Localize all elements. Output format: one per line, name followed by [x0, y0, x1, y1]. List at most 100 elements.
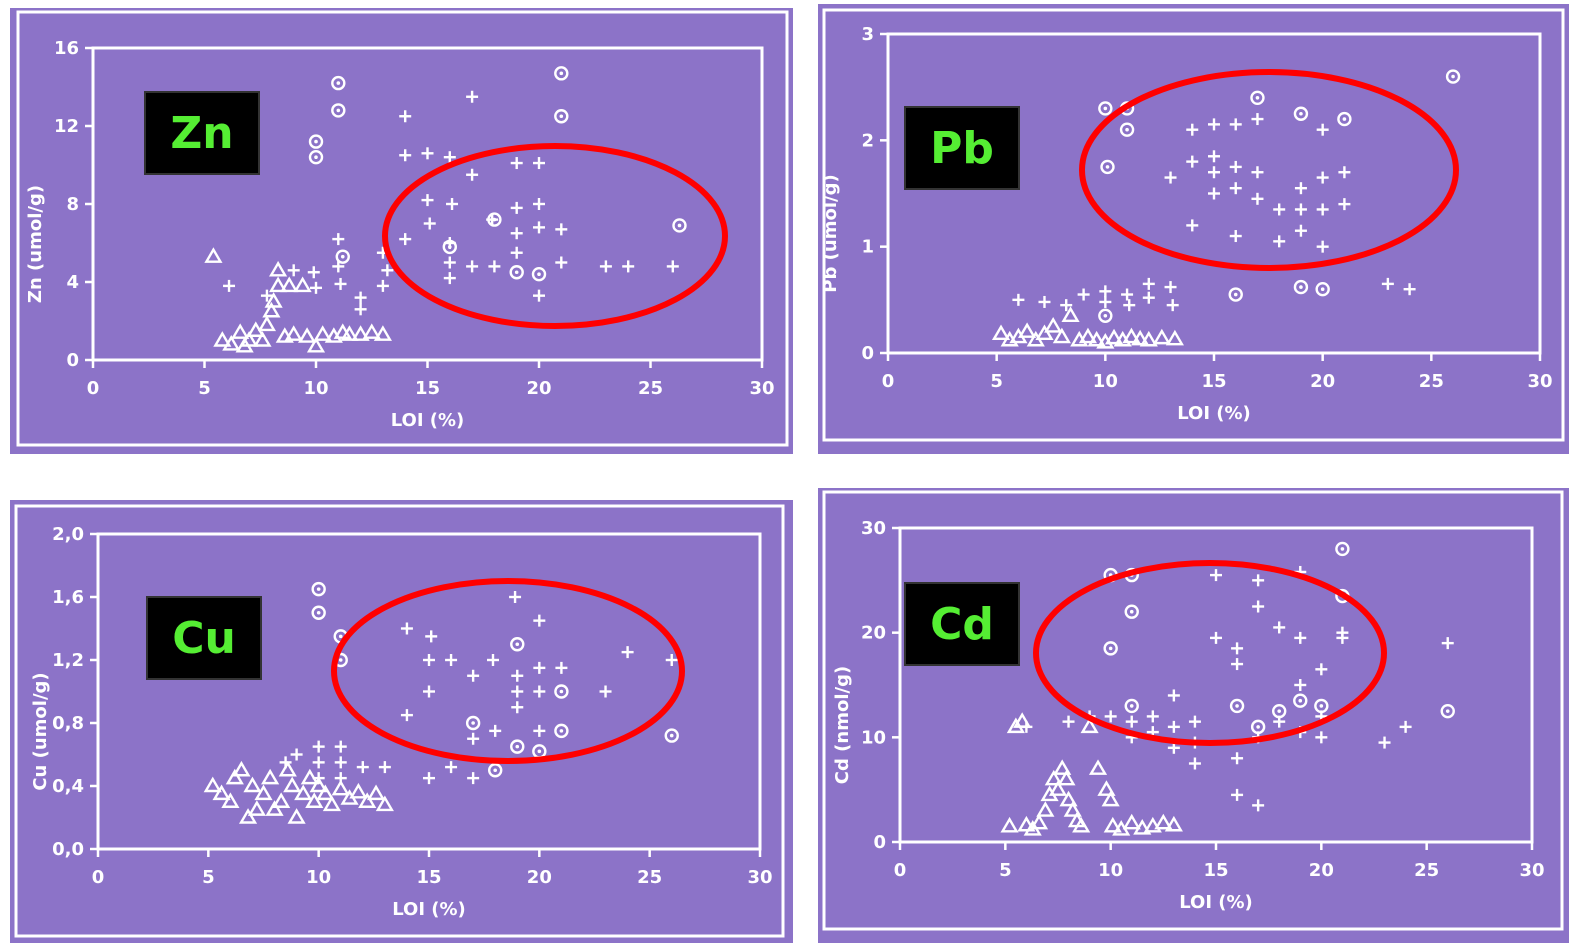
- zn-plus-point: [533, 289, 545, 302]
- cd-x-tick-label: 5: [999, 860, 1012, 881]
- cu-plus-point: [279, 756, 292, 769]
- zn-plus-point: [307, 266, 320, 279]
- pb-plus-point: [1077, 288, 1090, 301]
- pb-plus-point: [1294, 203, 1307, 216]
- zn-x-tick-label: 25: [638, 378, 663, 399]
- cu-circle-point: [465, 715, 481, 731]
- zn-triangle-point: [306, 336, 326, 353]
- zn-plus-point: [466, 90, 479, 103]
- cd-panel: 0 5 10 15 20 25 30 0 10 20 30 LOI (%) Cd (nmol/g) Cd: [818, 488, 1569, 943]
- cd-triangle-point: [1164, 815, 1183, 832]
- zn-circle-point: [672, 218, 687, 233]
- cu-plus-point: [511, 685, 524, 698]
- pb-x-tick-label: 10: [1093, 371, 1118, 392]
- zn-circle-point: [331, 75, 346, 91]
- cu-triangle-point: [232, 760, 251, 777]
- pb-plus-point: [1251, 192, 1264, 205]
- zn-plus-point: [555, 223, 568, 236]
- cd-y-axis-title: Cd (nmol/g): [832, 666, 853, 784]
- cu-outer-frame: [14, 504, 785, 938]
- zn-plus-point: [423, 217, 436, 230]
- cu-label-badge: Cu: [146, 596, 262, 680]
- cu-triangle-point: [294, 784, 313, 801]
- pb-plus-point: [1229, 182, 1242, 195]
- cd-plus-point: [1210, 569, 1222, 582]
- zn-scatter-chart: 0 5 10 15 20 25 30 0 4 8 12 16 LOI (%) Zn (umol/g): [16, 10, 789, 447]
- zn-circle-point: [531, 267, 547, 282]
- cu-triangle-point: [283, 776, 302, 793]
- cd-plus-point: [1231, 642, 1244, 655]
- pb-y-tick-label: 3: [861, 24, 874, 45]
- zn-plus-point: [399, 233, 412, 246]
- pb-triangle-point: [1104, 328, 1124, 345]
- cd-triangle-point: [1080, 717, 1099, 734]
- pb-x-tick-label: 15: [1201, 371, 1226, 392]
- cd-label-badge: Cd: [904, 582, 1020, 666]
- cd-circle-point: [1314, 698, 1329, 714]
- pb-x-axis-title: LOI (%): [1177, 403, 1251, 424]
- pb-x-tick-label: 25: [1419, 371, 1444, 392]
- cd-triangle-point: [1103, 816, 1122, 833]
- cd-plus-point: [1231, 788, 1244, 801]
- cu-triangle-point: [225, 768, 244, 785]
- zn-plus-point: [510, 227, 523, 240]
- zn-triangle-point: [269, 276, 288, 293]
- cd-circle-point: [1335, 541, 1350, 557]
- pb-plus-point: [1121, 288, 1134, 301]
- pb-plus-point: [1316, 123, 1329, 136]
- cd-y-tick-label: 0: [873, 832, 886, 853]
- zn-plus-point: [399, 149, 412, 162]
- cu-x-tick-label: 20: [527, 867, 552, 888]
- cd-y-tick-label: 10: [861, 727, 886, 748]
- pb-x-tick-label: 0: [882, 371, 895, 392]
- zn-triangle-point: [262, 301, 281, 318]
- pb-outer-frame: [822, 8, 1565, 442]
- cu-x-tick-label: 25: [637, 867, 662, 888]
- pb-plus-point: [1229, 118, 1242, 131]
- cu-plus-point: [533, 724, 546, 737]
- pb-y-axis-title: Pb (umol/g): [820, 174, 841, 292]
- pb-triangle-point: [1018, 322, 1037, 338]
- pb-y-tick-label: 2: [861, 130, 874, 151]
- cu-x-tick-label: 5: [202, 867, 215, 888]
- cu-plus-point: [533, 614, 546, 627]
- cu-circle-point: [554, 684, 569, 699]
- zn-x-tick-label: 5: [198, 378, 211, 399]
- cd-circle-point: [1103, 641, 1118, 656]
- pb-plus-point: [1166, 299, 1179, 312]
- pb-circle-point: [1098, 101, 1113, 116]
- zn-triangle-point: [222, 335, 241, 351]
- cd-plus-point: [1188, 757, 1201, 770]
- pb-triangle-point: [991, 324, 1011, 341]
- cu-triangle-point: [366, 784, 386, 801]
- cu-plus-point: [445, 654, 458, 666]
- cd-x-tick-label: 25: [1414, 860, 1439, 881]
- zn-plus-point: [446, 198, 459, 210]
- pb-plus-point: [1123, 299, 1136, 312]
- cu-triangle-point: [247, 800, 266, 816]
- pb-triangle-point: [1152, 328, 1171, 345]
- cu-plus-point: [509, 591, 522, 603]
- cd-x-tick-label: 10: [1098, 860, 1123, 881]
- zn-plus-point: [399, 110, 412, 123]
- pb-plus-point: [1294, 224, 1307, 237]
- cd-triangle-point: [1044, 769, 1063, 786]
- cd-plus-point: [1252, 574, 1265, 587]
- pb-plus-point: [1060, 299, 1073, 312]
- cu-y-tick-label: 0,8: [52, 713, 84, 734]
- cu-y-tick-label: 2,0: [52, 524, 84, 545]
- cu-plus-point: [665, 654, 678, 666]
- cu-triangle-point: [349, 782, 368, 799]
- pb-plus-point: [1229, 230, 1242, 243]
- zn-circle-point: [509, 265, 524, 280]
- pb-triangle-point: [1165, 329, 1184, 346]
- cu-y-tick-label: 0,4: [52, 776, 84, 797]
- zn-x-tick-label: 10: [303, 378, 328, 399]
- zn-plus-point: [466, 260, 479, 273]
- zn-plus-point: [533, 198, 545, 210]
- cu-circle-point: [532, 744, 547, 759]
- pb-y-tick-label: 0: [861, 343, 874, 364]
- pb-plus-point: [1208, 166, 1220, 179]
- pb-triangle-point: [1131, 329, 1150, 346]
- cu-plus-point: [356, 761, 369, 774]
